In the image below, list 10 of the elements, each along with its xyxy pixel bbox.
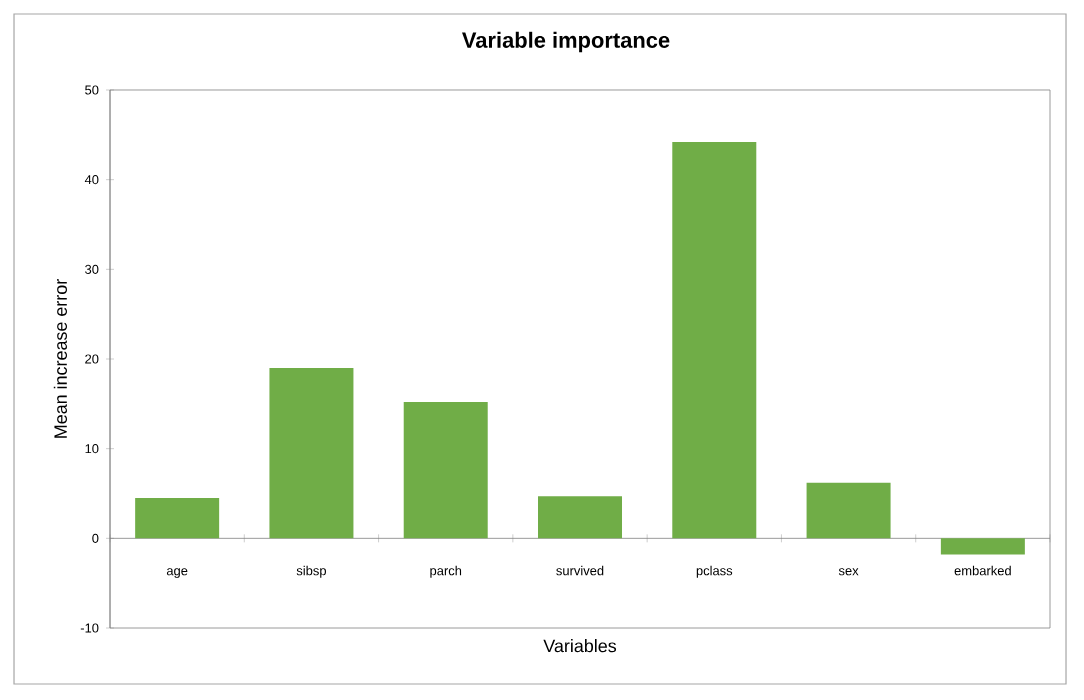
x-axis-title: Variables xyxy=(543,639,617,653)
y-axis-title: Mean increase error xyxy=(53,279,67,438)
bar xyxy=(672,142,757,539)
bar xyxy=(403,402,488,539)
bar xyxy=(135,497,220,539)
bar xyxy=(538,496,623,539)
bar xyxy=(940,538,1025,555)
bar xyxy=(806,482,891,539)
chart-title: Variable importance xyxy=(462,31,670,53)
bar xyxy=(269,367,354,539)
